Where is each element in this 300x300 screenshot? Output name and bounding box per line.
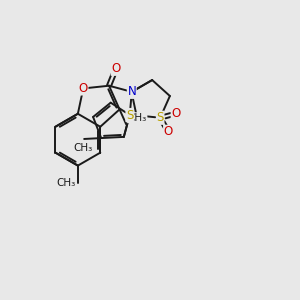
- Text: O: O: [164, 125, 173, 138]
- Text: S: S: [157, 111, 164, 124]
- Text: N: N: [128, 85, 136, 98]
- Text: O: O: [111, 62, 121, 75]
- Text: S: S: [126, 109, 134, 122]
- Text: CH₃: CH₃: [56, 178, 76, 188]
- Text: CH₃: CH₃: [73, 142, 92, 152]
- Text: CH₃: CH₃: [128, 113, 147, 123]
- Text: O: O: [79, 82, 88, 95]
- Text: O: O: [171, 107, 181, 120]
